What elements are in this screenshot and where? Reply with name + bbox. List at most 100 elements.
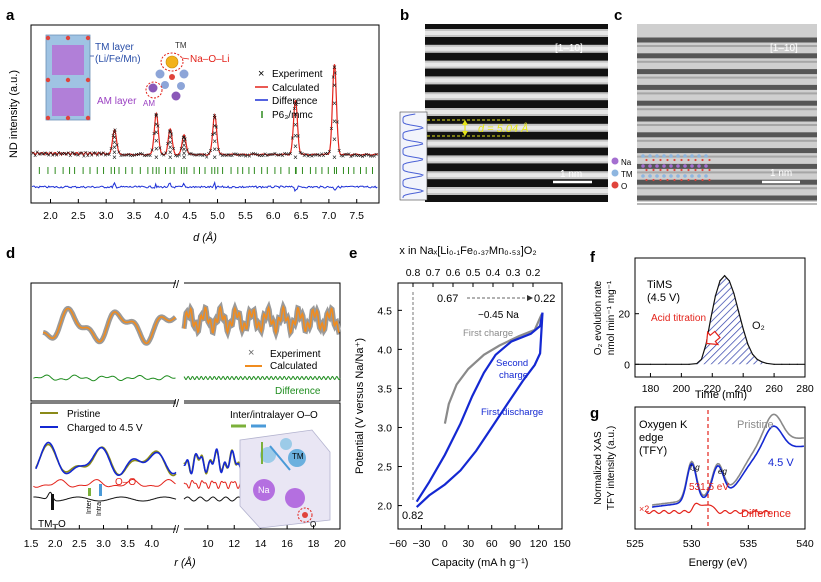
experiment-point: × [304,152,308,159]
pdf-difference-right [183,375,341,381]
experiment-point: × [185,147,189,154]
overlay-atom [641,174,645,178]
inter-intra-label: Inter/intralayer O–O [230,410,318,421]
panel-a-frame [30,24,380,204]
experiment-point: × [207,151,211,158]
experiment-point: × [240,153,244,160]
peak-point: × [293,99,298,108]
a-xtick-label: 4.5 [182,210,197,222]
experiment-point: × [148,153,152,160]
peak-point: × [168,148,173,157]
experiment-point: × [249,151,253,158]
struct-o: O [310,520,316,529]
overlay-oxygen [652,158,655,162]
f-ytick-label: 20 [618,309,630,321]
experiment-point: × [140,151,144,158]
experiment-point: × [242,153,246,160]
overlay-atom [655,154,659,158]
experiment-point: × [37,151,41,158]
difference-curve [31,180,378,193]
experiment-point: × [92,150,96,157]
g-xtick-label: 540 [796,538,814,550]
overlay-atom [676,174,680,178]
experiment-point: × [133,152,137,159]
peak-point: × [212,129,217,138]
panel-a-plot: ××××××××××××××××××××××××××××××××××××××××… [31,63,378,193]
peak-point: × [182,153,187,162]
experiment-point: × [123,152,127,159]
overlay-oxygen [659,178,662,182]
experiment-point: × [177,152,181,159]
experiment-point: × [193,152,197,159]
scale-bar-c: 1 nm [770,168,792,179]
a-xtick-label: 3.0 [99,210,114,222]
a-xtick-label: 3.5 [127,210,142,222]
panel-d: d // // // 1.5 2.0 2.5 3.0 3.5 4.0 10 12 14 16 18 2… [6,245,346,569]
experiment-point: × [273,151,277,158]
a-xtick-label: 7.5 [349,210,364,222]
legend-pdf-difference: Difference [275,386,321,397]
experiment-point: × [370,154,374,161]
e-toptick-label: 0.7 [426,267,441,279]
panel-g-label: g [590,405,599,422]
atomic-row-core [425,141,608,146]
experiment-point: × [353,152,357,159]
f-xtick-label: 180 [642,383,660,395]
zone-axis-b: [1–10] [555,43,583,54]
panel-f: f 180 200 220 240 260 280 0 20 O₂ evolution rat… [590,249,814,401]
experiment-point: × [55,152,59,159]
peak-point: × [212,121,217,130]
second-charge-label-1: Second [496,358,528,369]
peak-point: × [212,113,217,122]
experiment-point: × [224,153,228,160]
peak-point: × [168,128,173,137]
experiment-point: × [82,153,86,160]
experiment-point: × [125,153,129,160]
peak-point: × [154,145,159,154]
atomic-rows-c [637,37,817,205]
experiment-point: × [168,129,172,136]
peak-point: × [168,143,173,152]
experiment-point: × [253,151,257,158]
svg-text://: // [173,524,180,536]
overlay-atom [690,164,694,168]
experiment-point: × [337,148,341,155]
experiment-point: × [183,137,187,144]
f-xtick-label: 200 [673,383,691,395]
pdf-curves [33,299,342,502]
abf-row-faint [637,124,817,126]
peak-point: × [112,148,117,157]
experiment-point: × [191,152,195,159]
experiment-point: × [66,151,70,158]
experiment-point: × [138,151,142,158]
second-charge-label-2: charge [499,370,528,381]
experiment-point: × [62,151,66,158]
panel-a-xlabel: d (Å) [193,231,217,244]
panel-g: g 525 530 535 540 Normalized XAS TFY intens… [590,405,814,569]
abf-row-faint [637,45,817,47]
first-charge-label: First charge [463,328,513,339]
experiment-point: × [349,154,353,161]
overlay-atom [704,164,708,168]
experiment-point: × [355,153,359,160]
experiment-point: × [277,152,281,159]
overlay-atom [641,154,645,158]
abf-row [637,195,817,201]
experiment-point: × [364,152,368,159]
tmo-diff-left [33,491,177,502]
experiment-point: × [285,152,289,159]
experiment-point: × [181,135,185,142]
experiment-point: × [43,151,47,158]
experiment-point: × [357,153,361,160]
a-xtick-label: 2.0 [43,210,58,222]
overlay-atom [676,164,680,168]
panel-e-top-title: x in Naₓ[Li₀.₁Fe₀.₃₇Mn₀.₅₃]O₂ [399,245,536,257]
atomic-row-core [425,62,608,67]
overlay-oxygen [666,168,669,172]
panel-e-label: e [349,245,357,262]
experiment-point: × [64,152,68,159]
overlay-oxygen [652,168,655,172]
overlay-oxygen [645,168,648,172]
overlay-atom [641,164,645,168]
overlay-atom [683,164,687,168]
